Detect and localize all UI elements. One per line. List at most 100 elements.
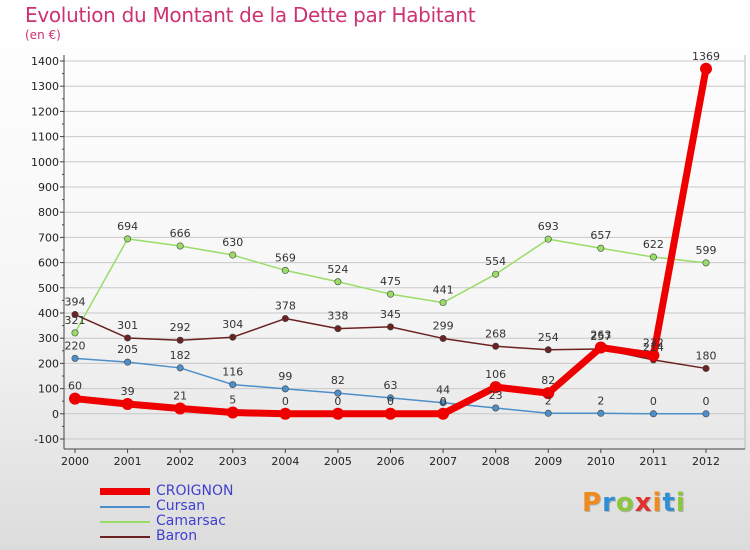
data-point-baron-2008	[492, 342, 500, 350]
data-point-camarsac-2008	[492, 270, 500, 278]
data-label-croignon-2007: 0	[440, 395, 447, 408]
data-label-cursan-2008: 23	[489, 389, 503, 402]
data-label-cursan-2004: 99	[278, 370, 292, 383]
data-label-camarsac-2012: 599	[696, 244, 717, 257]
data-label-croignon-2000: 60	[68, 380, 82, 393]
data-label-camarsac-2004: 569	[275, 251, 296, 264]
data-label-camarsac-2002: 666	[170, 227, 191, 240]
y-tick-label-1100: 1100	[31, 131, 59, 144]
data-point-camarsac-2006	[386, 290, 394, 298]
data-point-cursan-2002	[176, 364, 184, 372]
data-label-cursan-2009: 2	[545, 394, 552, 407]
data-label-cursan-2010: 2	[597, 394, 604, 407]
data-point-baron-2004	[281, 315, 289, 323]
y-tick-label-1000: 1000	[31, 156, 59, 169]
y-tick-label-300: 300	[38, 332, 59, 345]
x-tick-label-2006: 2006	[377, 455, 405, 468]
data-point-cursan-2006	[386, 394, 394, 402]
data-label-croignon-2004: 0	[282, 395, 289, 408]
data-label-baron-2002: 292	[170, 321, 191, 334]
x-tick-label-2007: 2007	[429, 455, 457, 468]
data-point-baron-2005	[334, 325, 342, 333]
legend-swatch-cursan	[100, 505, 150, 508]
data-point-croignon-2002	[174, 402, 187, 415]
legend: CROIGNON Cursan Camarsac Baron	[100, 484, 233, 544]
legend-item-cursan: Cursan	[100, 499, 233, 514]
data-point-croignon-2007	[437, 407, 450, 420]
data-label-cursan-2003: 116	[222, 366, 243, 379]
data-label-cursan-2007: 44	[436, 384, 450, 397]
x-tick-label-2008: 2008	[482, 455, 510, 468]
legend-item-baron: Baron	[100, 529, 233, 544]
y-tick-label-900: 900	[38, 181, 59, 194]
series-line-croignon	[71, 65, 710, 418]
data-point-camarsac-2005	[334, 278, 342, 286]
data-point-baron-2009	[544, 346, 552, 354]
data-point-croignon-2008	[489, 381, 502, 394]
data-label-baron-2000: 394	[65, 296, 86, 309]
y-tick-label-1300: 1300	[31, 80, 59, 93]
data-label-croignon-2003: 5	[229, 394, 236, 407]
data-point-camarsac-2000	[71, 329, 79, 337]
data-label-baron-2003: 304	[222, 318, 243, 331]
y-tick-label-500: 500	[38, 282, 59, 295]
data-label-camarsac-2009: 693	[538, 220, 559, 233]
data-point-croignon-2005	[331, 407, 344, 420]
data-point-croignon-2001	[121, 397, 134, 410]
data-label-croignon-2011: 232	[643, 336, 664, 349]
data-label-cursan-2002: 182	[170, 349, 191, 362]
data-label-baron-2009: 254	[538, 331, 559, 344]
data-label-croignon-2005: 0	[334, 395, 341, 408]
data-point-croignon-2003	[226, 406, 239, 419]
y-tick-label-200: 200	[38, 357, 59, 370]
data-label-camarsac-2000: 321	[65, 314, 86, 327]
chart-title: Evolution du Montant de la Dette par Hab…	[25, 3, 476, 27]
data-point-baron-2006	[386, 323, 394, 331]
data-point-croignon-2004	[279, 407, 292, 420]
data-label-cursan-2001: 205	[117, 343, 138, 356]
y-tick-label-700: 700	[38, 231, 59, 244]
data-label-croignon-2006: 0	[387, 395, 394, 408]
x-tick-label-2010: 2010	[587, 455, 615, 468]
data-label-baron-2007: 299	[433, 319, 454, 332]
data-point-cursan-2003	[229, 381, 237, 389]
data-label-baron-2006: 345	[380, 308, 401, 321]
legend-swatch-camarsac	[100, 520, 150, 523]
data-point-camarsac-2010	[597, 244, 605, 252]
data-point-cursan-2011	[649, 410, 657, 418]
data-label-camarsac-2008: 554	[485, 255, 506, 268]
data-point-baron-2002	[176, 336, 184, 344]
x-tick-label-2002: 2002	[166, 455, 194, 468]
data-point-croignon-2006	[384, 407, 397, 420]
data-point-cursan-2007	[439, 399, 447, 407]
data-label-camarsac-2001: 694	[117, 220, 138, 233]
x-tick-label-2009: 2009	[534, 455, 562, 468]
y-tick-label-400: 400	[38, 307, 59, 320]
legend-label-cursan: Cursan	[156, 498, 206, 514]
y-tick-label-100: 100	[38, 383, 59, 396]
data-point-cursan-2004	[281, 385, 289, 393]
data-point-camarsac-2002	[176, 242, 184, 250]
data-label-baron-2004: 378	[275, 300, 296, 313]
data-label-cursan-2005: 82	[331, 374, 345, 387]
data-label-baron-2012: 180	[696, 349, 717, 362]
data-label-croignon-2008: 106	[485, 368, 506, 381]
data-point-croignon-2000	[69, 392, 81, 405]
data-point-baron-2012	[702, 364, 710, 372]
data-label-camarsac-2006: 475	[380, 275, 401, 288]
data-point-cursan-2008	[492, 404, 500, 412]
data-point-croignon-2010	[594, 341, 607, 354]
data-point-camarsac-2007	[439, 299, 447, 307]
data-point-cursan-2005	[334, 389, 342, 397]
data-label-camarsac-2011: 622	[643, 238, 664, 251]
x-tick-label-2011: 2011	[639, 455, 667, 468]
data-point-baron-2001	[124, 334, 132, 342]
y-unit-label: (en €)	[25, 28, 61, 42]
y-tick-label-0: 0	[52, 408, 59, 421]
data-label-cursan-2006: 63	[384, 379, 398, 392]
data-point-cursan-2001	[124, 358, 132, 366]
data-point-croignon-2011	[647, 349, 660, 362]
data-label-baron-2008: 268	[485, 327, 506, 340]
data-point-camarsac-2001	[124, 235, 132, 243]
